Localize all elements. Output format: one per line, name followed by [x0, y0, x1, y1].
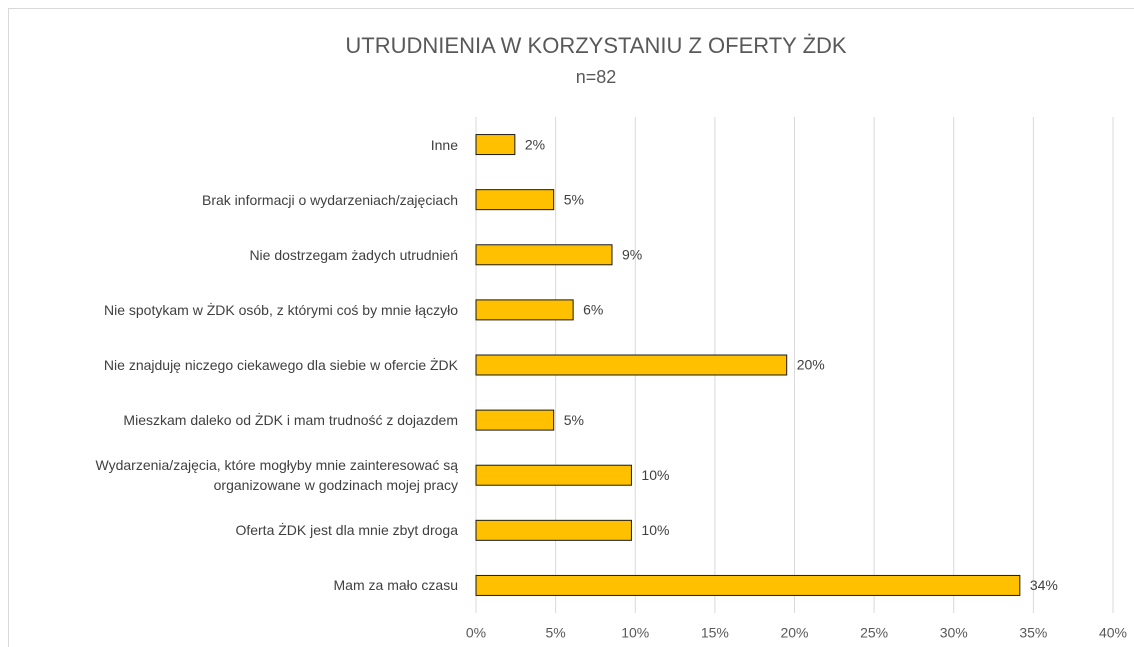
data-label: 5% — [564, 191, 584, 207]
bar — [475, 574, 1021, 596]
x-tick-label: 40% — [1099, 625, 1127, 641]
x-tick-label: 10% — [621, 625, 649, 641]
x-tick-label: 5% — [546, 625, 566, 641]
y-tick-label: Mieszkam daleko od ŻDK i mam trudność z … — [123, 412, 458, 429]
bar — [475, 134, 516, 156]
x-tick-label: 25% — [860, 625, 888, 641]
bar — [475, 464, 632, 486]
y-tick-label: Oferta ŻDK jest dla mnie zbyt droga — [235, 522, 458, 539]
data-label: 2% — [525, 136, 545, 152]
chart-title: UTRUDNIENIA W KORZYSTANIU Z OFERTY ŻDK — [345, 33, 846, 58]
data-label: 34% — [1030, 577, 1058, 593]
bar — [475, 409, 555, 431]
bar — [475, 189, 555, 211]
x-tick-label: 0% — [466, 625, 486, 641]
y-tick-label: Nie spotykam w ŻDK osób, z którymi coś b… — [104, 301, 458, 318]
y-tick-label: Nie dostrzegam żadych utrudnień — [249, 246, 458, 263]
bar — [475, 244, 613, 266]
data-label: 9% — [622, 246, 642, 262]
data-label: 20% — [797, 357, 825, 373]
data-label: 10% — [641, 467, 669, 483]
chart-frame — [8, 8, 1134, 647]
y-tick-label: Mam za mało czasu — [333, 577, 458, 594]
bar — [475, 299, 574, 321]
data-label: 6% — [583, 302, 603, 318]
y-tick-label: Inne — [430, 136, 458, 153]
x-tick-label: 30% — [940, 625, 968, 641]
y-tick-label: Brak informacji o wydarzeniach/zajęciach — [202, 191, 458, 208]
bar — [475, 519, 632, 541]
y-tick-label: Wydarzenia/zajęcia, które mogłyby mnie z… — [95, 457, 458, 494]
x-tick-label: 35% — [1019, 625, 1047, 641]
data-label: 10% — [641, 522, 669, 538]
y-tick-label: Nie znajduję niczego ciekawego dla siebi… — [103, 357, 458, 373]
bar — [475, 354, 788, 376]
data-label: 5% — [564, 412, 584, 428]
chart-subtitle: n=82 — [576, 67, 617, 87]
x-tick-label: 15% — [701, 625, 729, 641]
x-tick-label: 20% — [780, 625, 808, 641]
